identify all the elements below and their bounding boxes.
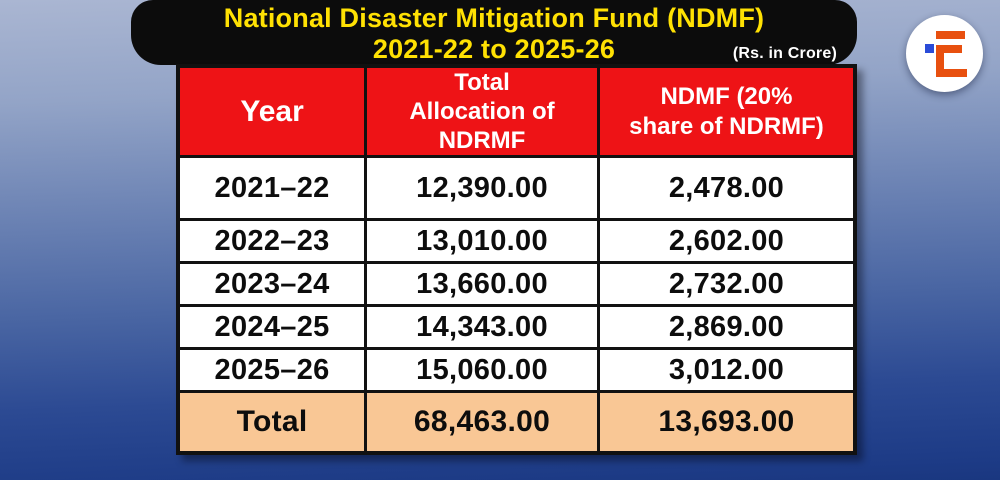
ndmf-value-cell: 2,602.00 [668,224,785,257]
header-cell-year: Year [180,68,368,155]
header-cell-ndmf: NDMF (20% share of NDRMF) [600,68,853,155]
year-cell: 2022–23 [180,221,368,261]
header-cell-ndrmf: Total Allocation of NDRMF [367,68,600,155]
header-ndmf-line: NDMF (20% [660,83,793,111]
header-ndmf-line: share of NDRMF) [629,112,824,140]
table-total-row: Total 68,463.00 13,693.00 [180,393,853,451]
ndmf-allocation-table: Year Total Allocation of NDRMF NDMF (20%… [176,64,857,455]
header-ndrmf-line: Total [454,68,510,96]
table-header-row: Year Total Allocation of NDRMF NDMF (20%… [180,68,853,158]
header-year-label: Year [240,94,304,128]
total-ndrmf-cell: 68,463.00 [367,393,600,451]
unit-note: (Rs. in Crore) [732,45,837,62]
logo-bar-top [936,31,965,39]
year-cell: 2021–22 [180,158,368,218]
logo-bar-middle [939,45,962,53]
logo-blue-dot [925,44,934,53]
year-cell: 2024–25 [180,307,368,347]
table-row: 2025–26 15,060.00 3,012.00 [180,350,853,393]
ndmf-value-cell: 2,732.00 [668,267,785,300]
table-row: 2022–23 13,010.00 2,602.00 [180,221,853,264]
table-row: 2024–25 14,343.00 2,869.00 [180,307,853,350]
ndrmf-value-cell: 13,660.00 [367,264,600,304]
ie-monogram-icon [925,31,967,77]
title-line-2: 2021-22 to 2025-26 [372,33,616,64]
title-line-1: National Disaster Mitigation Fund (NDMF) [223,3,765,34]
total-ndmf-cell: 13,693.00 [658,405,795,438]
logo-stem [936,45,944,77]
total-label-cell: Total [180,393,368,451]
title-banner: National Disaster Mitigation Fund (NDMF)… [131,0,857,65]
year-cell: 2025–26 [180,350,368,390]
logo-bar-bottom [936,69,967,77]
ndmf-value-cell: 3,012.00 [668,353,785,386]
year-cell: 2023–24 [180,264,368,304]
header-ndrmf-line: NDRMF [438,127,526,155]
ndrmf-value-cell: 13,010.00 [367,221,600,261]
brand-logo [906,15,983,92]
ndmf-value-cell: 2,478.00 [668,171,785,204]
ndmf-value-cell: 2,869.00 [668,310,785,343]
ndrmf-value-cell: 15,060.00 [367,350,600,390]
header-ndrmf-line: Allocation of [409,97,555,125]
ndrmf-value-cell: 12,390.00 [367,158,600,218]
table-row: 2021–22 12,390.00 2,478.00 [180,158,853,221]
table-row: 2023–24 13,660.00 2,732.00 [180,264,853,307]
ndrmf-value-cell: 14,343.00 [367,307,600,347]
